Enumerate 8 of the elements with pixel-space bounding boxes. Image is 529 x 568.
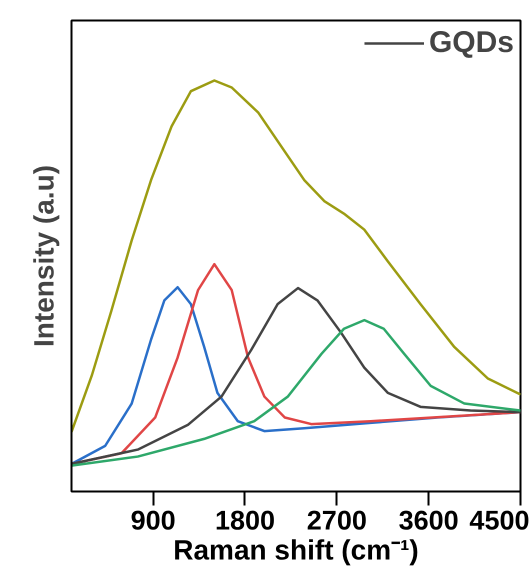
legend-label: GQDs	[428, 26, 514, 60]
x-axis-title: Raman shift (cm⁻¹)	[173, 534, 419, 566]
x-tick-label: 2700	[306, 506, 367, 536]
x-tick-label: 900	[130, 506, 176, 536]
y-axis-title: Intensity (a.u)	[28, 164, 60, 348]
x-tick-label: 1800	[214, 506, 276, 536]
x-tick-label: 4500	[469, 506, 529, 536]
x-tick-label: 3600	[398, 506, 459, 536]
